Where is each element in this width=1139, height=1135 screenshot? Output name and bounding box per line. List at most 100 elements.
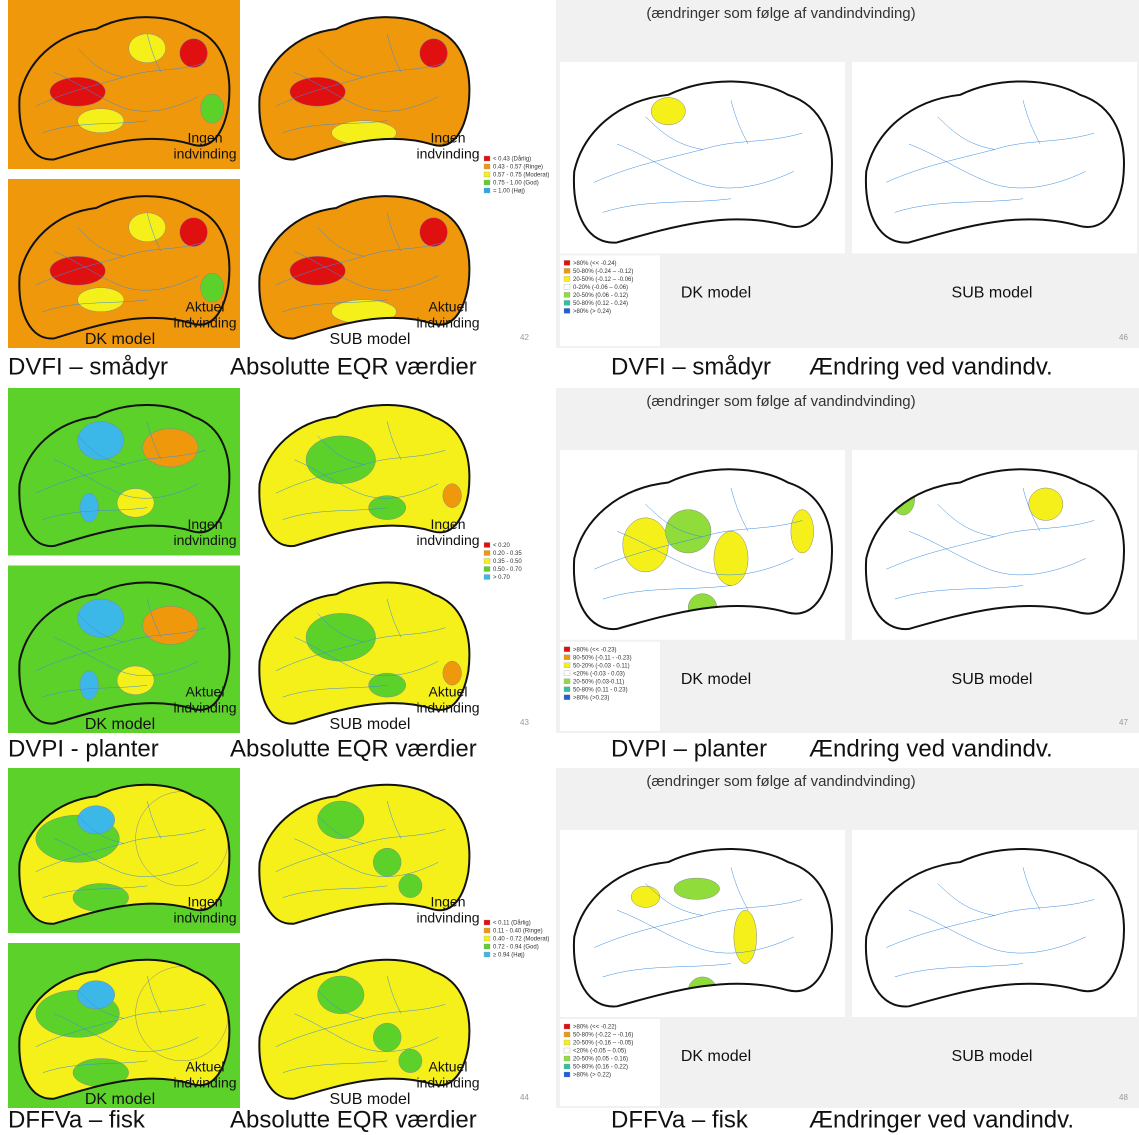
- legend-label: 0.72 - 0.94 (God): [493, 945, 539, 951]
- subcatchment: [201, 94, 224, 123]
- legend-label: = 1.00 (Høj): [493, 189, 525, 195]
- subtitle: (ændringer som følge af vandindvinding): [646, 5, 915, 22]
- legend-swatch: [484, 936, 490, 941]
- subcatchment: [290, 77, 346, 106]
- legend-label: 50-20% (-0.03 - 0.11): [573, 663, 630, 669]
- legend-swatch: [564, 695, 570, 700]
- legend-label: 0.11 - 0.40 (Ringe): [493, 929, 543, 935]
- legend-label: ≥ 0.94 (Høj): [493, 953, 525, 959]
- subcatchment: [318, 976, 364, 1014]
- map-label: Aktuel: [186, 1059, 225, 1075]
- legend-label: 50-80% (-0.22 – -0.16): [573, 1033, 633, 1039]
- subcatchment: [117, 666, 154, 695]
- map-label: indvinding: [416, 315, 479, 331]
- legend-swatch: [564, 671, 570, 676]
- legend-label: 50-80% (0.12 - 0.24): [573, 301, 628, 307]
- legend-label: 20-50% (0.06 - 0.12): [573, 293, 628, 299]
- legend-swatch: [564, 284, 570, 289]
- legend-label: 0.40 - 0.72 (Moderat): [493, 937, 549, 943]
- legend-label: <20% (-0.05 – 0.05): [573, 1049, 626, 1055]
- map-label: Aktuel: [429, 299, 468, 315]
- page-number: 42: [520, 333, 529, 342]
- legend-swatch: [564, 1072, 570, 1077]
- legend-swatch: [564, 655, 570, 660]
- map-label: indvinding: [173, 910, 236, 926]
- legend-label: >80% (> 0.22): [573, 1073, 611, 1079]
- legend-swatch: [564, 276, 570, 281]
- model-label: DK model: [681, 285, 751, 302]
- page-number: 46: [1119, 333, 1128, 342]
- legend-swatch: [484, 180, 490, 185]
- subcatchment: [651, 98, 685, 125]
- model-label: SUB model: [952, 285, 1033, 302]
- model-label: DK model: [85, 716, 155, 733]
- subcatchment: [674, 878, 720, 899]
- legend-label: >80% (<< -0.23): [573, 647, 617, 653]
- map-label: Aktuel: [429, 1059, 468, 1075]
- model-label: DK model: [85, 331, 155, 348]
- subcatchment: [734, 910, 757, 963]
- legend-swatch: [564, 1064, 570, 1069]
- map-label: Ingen: [430, 130, 465, 146]
- legend-label: 20-50% (-0.12 – -0.06): [573, 277, 633, 283]
- legend-swatch: [484, 928, 490, 933]
- legend-label: > 0.70: [493, 575, 511, 581]
- legend-label: 80-50% (-0.11 - -0.23): [573, 655, 632, 661]
- legend-swatch: [484, 952, 490, 957]
- map-label: indvinding: [416, 1075, 479, 1091]
- subcatchment: [1029, 488, 1063, 521]
- legend-swatch: [484, 944, 490, 949]
- legend-label: >80% (> 0.24): [573, 309, 611, 315]
- legend-swatch: [564, 292, 570, 297]
- subcatchment: [78, 599, 124, 637]
- map-label: indvinding: [416, 700, 479, 716]
- map-label: indvinding: [416, 532, 479, 548]
- caption: DFFVa – fisk: [611, 1106, 749, 1133]
- subcatchment: [369, 496, 406, 520]
- legend-label: 0.57 - 0.75 (Moderat): [493, 173, 549, 179]
- subcatchment: [399, 874, 422, 898]
- map-label: Aktuel: [186, 299, 225, 315]
- model-label: DK model: [681, 671, 751, 688]
- page: IngenIngenindvindingindvindingAktuelAktu…: [0, 0, 1139, 1135]
- map-tile: [560, 62, 845, 253]
- legend-label: 50-80% (0.16 - 0.22): [573, 1065, 628, 1071]
- legend-swatch: [564, 268, 570, 273]
- caption: Absolutte EQR værdier: [230, 353, 477, 380]
- map-tile: [560, 450, 845, 640]
- page-number: 47: [1119, 718, 1128, 727]
- legend-swatch: [564, 1056, 570, 1061]
- map-tile: [852, 450, 1137, 640]
- caption: Absolutte EQR værdier: [230, 735, 477, 762]
- map-label: indvinding: [173, 700, 236, 716]
- caption: Ændringer ved vandindv.: [809, 1106, 1074, 1133]
- caption: DFFVa – fisk: [8, 1106, 146, 1133]
- subcatchment: [117, 489, 154, 518]
- subcatchment: [306, 613, 376, 661]
- subcatchment: [665, 510, 711, 553]
- subcatchment: [78, 806, 115, 834]
- subcatchment: [129, 213, 166, 242]
- legend-label: 50-80% (0.11 - 0.23): [573, 687, 628, 693]
- legend-swatch: [564, 260, 570, 265]
- legend-swatch: [564, 1024, 570, 1029]
- map-label: indvinding: [173, 1075, 236, 1091]
- page-number: 48: [1119, 1093, 1128, 1102]
- subcatchment: [373, 1023, 401, 1051]
- legend-label: 20-50% (0.03-0.11): [573, 679, 624, 685]
- legend-swatch: [564, 679, 570, 684]
- legend-swatch: [484, 172, 490, 177]
- model-label: SUB model: [952, 1048, 1033, 1065]
- map-label: Ingen: [187, 894, 222, 910]
- subcatchment: [306, 436, 376, 484]
- legend-label: >80% (<< -0.22): [573, 1025, 617, 1031]
- map-label: Ingen: [430, 894, 465, 910]
- legend-swatch: [564, 1040, 570, 1045]
- map-tile: [560, 830, 845, 1017]
- map-label: indvinding: [173, 532, 236, 548]
- legend-swatch: [564, 308, 570, 313]
- map-label: Ingen: [187, 130, 222, 146]
- subcatchment: [791, 510, 814, 553]
- subtitle: (ændringer som følge af vandindvinding): [646, 773, 915, 790]
- map-tile: [852, 62, 1137, 253]
